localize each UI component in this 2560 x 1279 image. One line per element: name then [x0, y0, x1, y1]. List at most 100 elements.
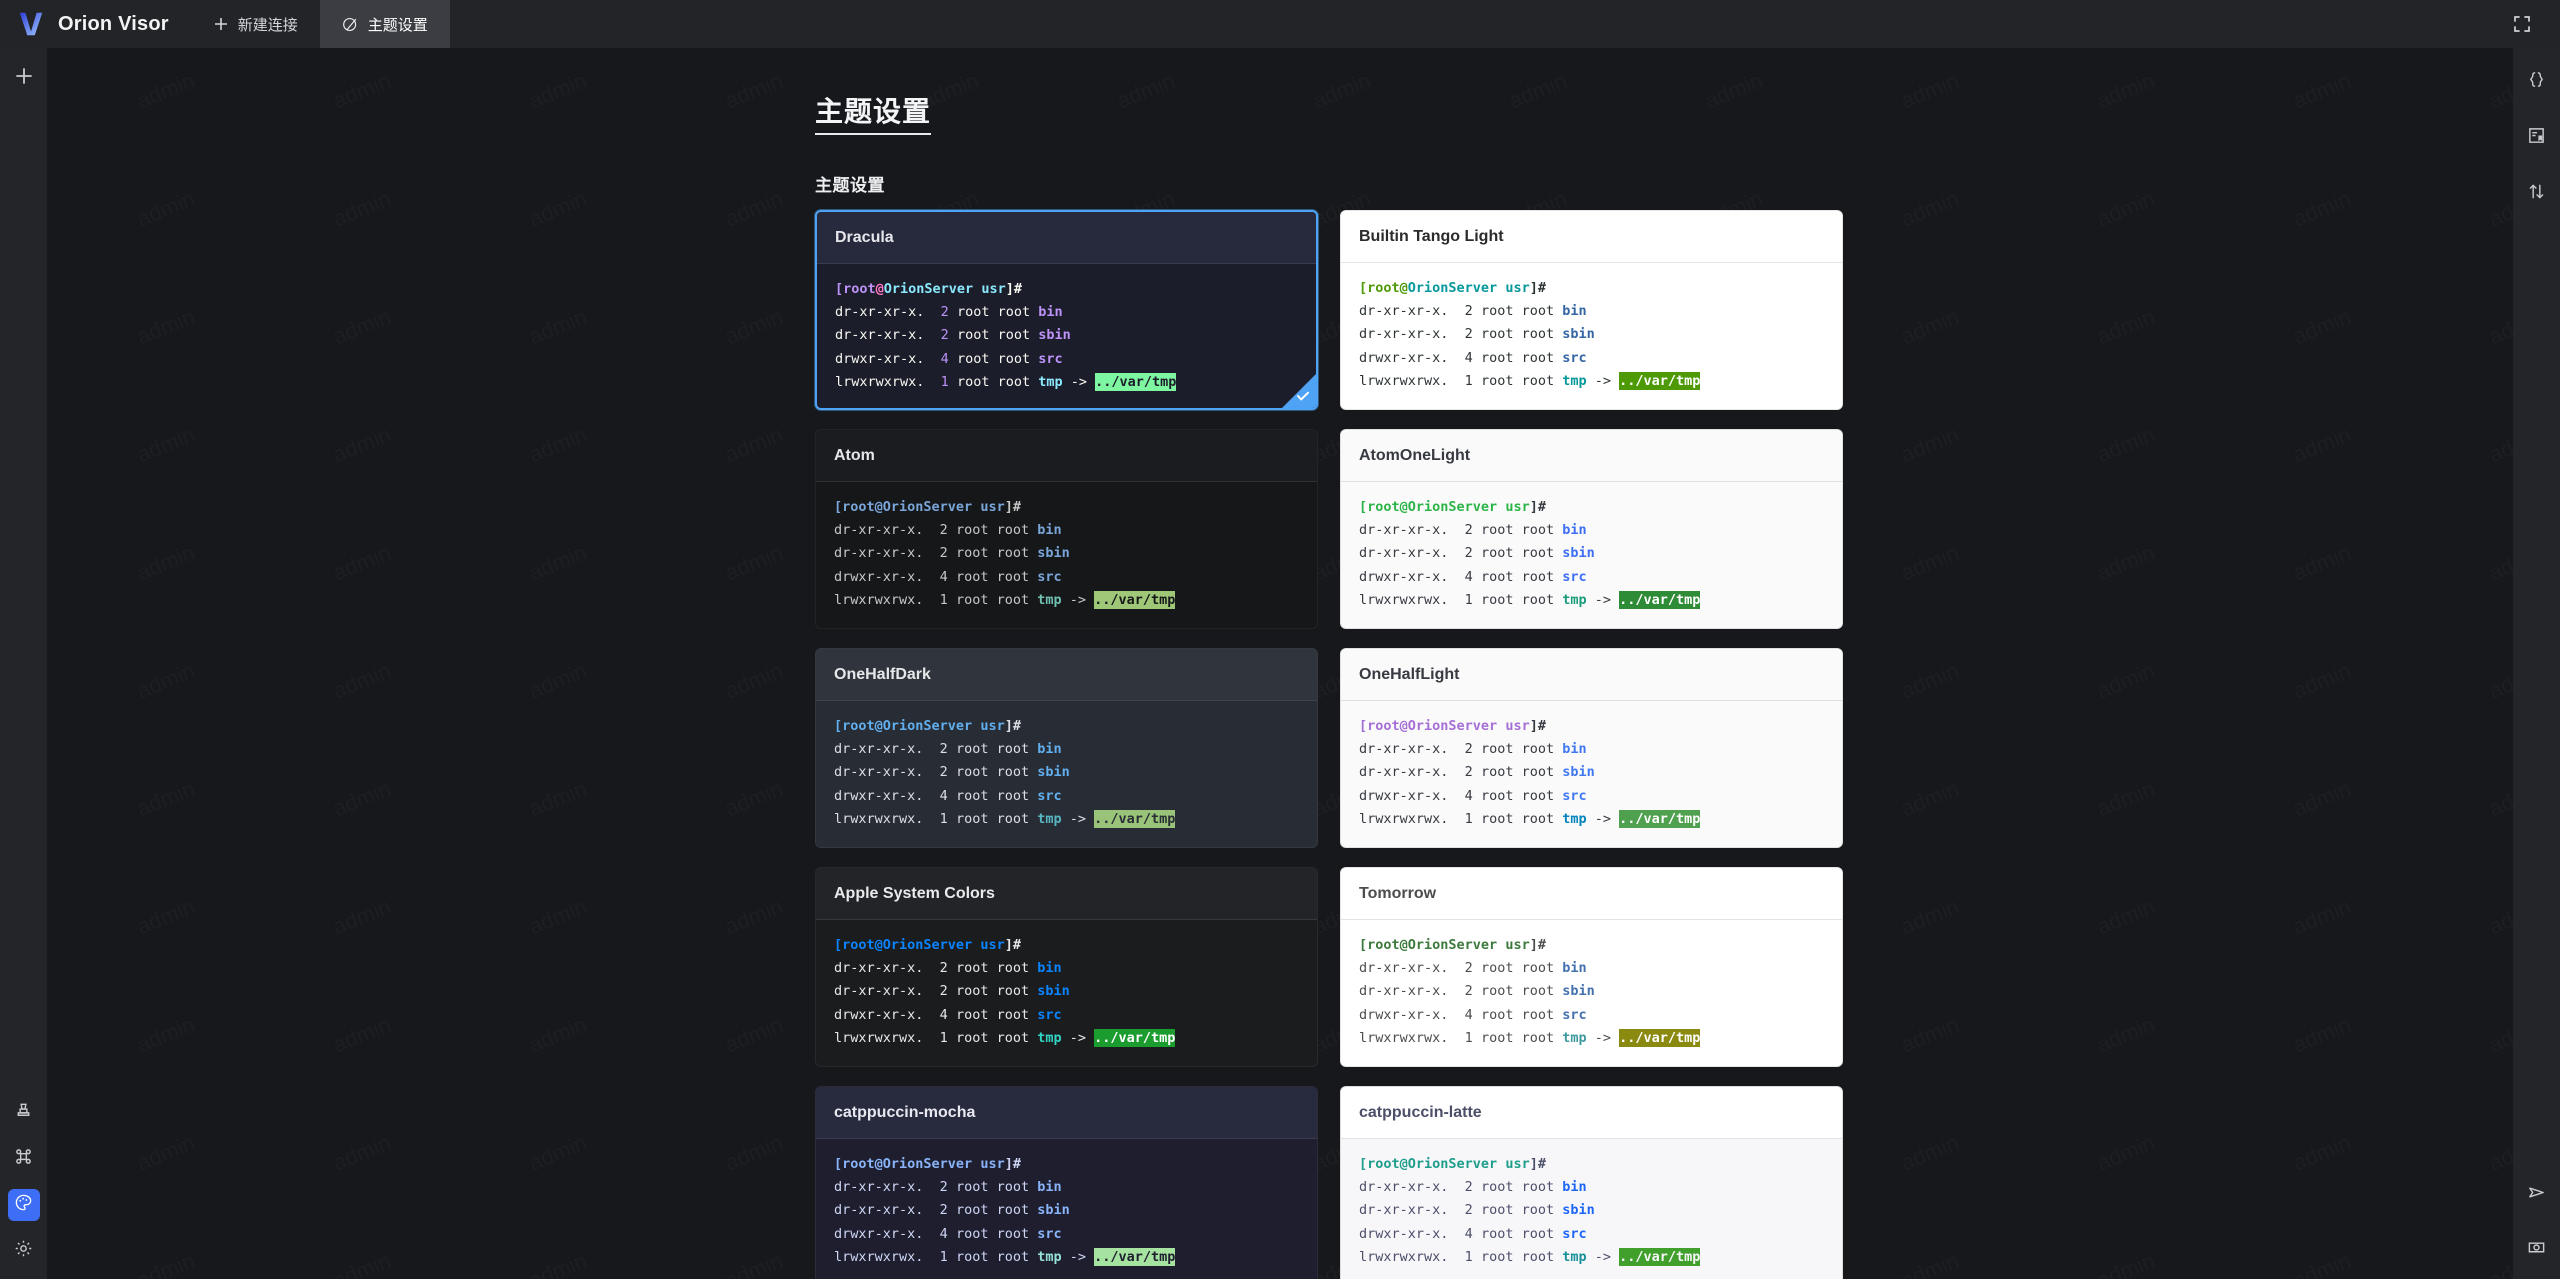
theme-terminal-preview: [root@OrionServer usr]# dr-xr-xr-x. 2 roo… — [1341, 1139, 1842, 1269]
terminal-listing-row: dr-xr-xr-x. 2 root root sbin — [835, 327, 1071, 344]
terminal-prompt-line: [root@OrionServer usr]# — [834, 718, 1021, 734]
theme-card[interactable]: Builtin Tango Light [root@OrionServer usr… — [1340, 210, 1843, 410]
theme-card[interactable]: Tomorrow [root@OrionServer usr]# dr-xr-xr-… — [1340, 867, 1843, 1067]
terminal-listing-row: dr-xr-xr-x. 2 root root sbin — [1359, 983, 1595, 1000]
camera-icon — [2527, 1237, 2546, 1261]
symlink-target: ../var/tmp — [1095, 372, 1177, 391]
theme-card[interactable]: OneHalfDark [root@OrionServer usr]# dr-xr-… — [815, 648, 1318, 848]
terminal-listing-row: drwxr-xr-x. 4 root root src — [1359, 1225, 1587, 1242]
terminal-symlink-row: lrwxrwxrwx. 1 root root tmp -> ../var/tm… — [1359, 1247, 1701, 1266]
sidebar-item-user[interactable] — [8, 1097, 40, 1129]
tab-label: 主题设置 — [367, 16, 428, 34]
section-title: 主题设置 — [815, 176, 885, 195]
brand: Orion Visor — [0, 0, 191, 48]
theme-terminal-preview: [root@OrionServer usr]# dr-xr-xr-x. 2 roo… — [816, 482, 1317, 612]
terminal-listing-row: drwxr-xr-x. 4 root root src — [1359, 568, 1587, 585]
transfer-arrows-icon — [2527, 182, 2546, 206]
sidebar-item-snippets[interactable] — [2521, 122, 2553, 154]
theme-card-grid: Dracula [root@OrionServer usr]# dr-xr-xr-x… — [815, 210, 1843, 1279]
terminal-listing-row: drwxr-xr-x. 4 root root src — [1359, 349, 1587, 366]
terminal-listing-row: dr-xr-xr-x. 2 root root bin — [1359, 522, 1587, 539]
palette-check-icon — [342, 16, 359, 33]
left-sidebar — [0, 48, 47, 1279]
main-content: 主题设置 主题设置 Dracula [root@OrionServer usr]#… — [47, 48, 2513, 1279]
terminal-prompt-line: [root@OrionServer usr]# — [1359, 280, 1546, 296]
terminal-prompt-line: [root@OrionServer usr]# — [835, 281, 1022, 297]
terminal-symlink-row: lrwxrwxrwx. 1 root root tmp -> ../var/tm… — [1359, 590, 1701, 609]
terminal-symlink-row: lrwxrwxrwx. 1 root root tmp -> ../var/tm… — [834, 1028, 1176, 1047]
terminal-symlink-row: lrwxrwxrwx. 1 root root tmp -> ../var/tm… — [1359, 809, 1701, 828]
terminal-listing-row: drwxr-xr-x. 4 root root src — [834, 787, 1062, 804]
terminal-listing-row: dr-xr-xr-x. 2 root root sbin — [1359, 545, 1595, 562]
terminal-listing-row: dr-xr-xr-x. 2 root root sbin — [1359, 764, 1595, 781]
terminal-symlink-row: lrwxrwxrwx. 1 root root tmp -> ../var/tm… — [834, 590, 1176, 609]
right-sidebar-bottom — [2521, 1179, 2553, 1279]
orion-logo-icon — [16, 9, 46, 39]
content-wrapper: 主题设置 主题设置 Dracula [root@OrionServer usr]#… — [47, 48, 2513, 1279]
symlink-target: ../var/tmp — [1094, 1028, 1176, 1047]
terminal-symlink-row: lrwxrwxrwx. 1 root root tmp -> ../var/tm… — [834, 1247, 1176, 1266]
symlink-target: ../var/tmp — [1619, 1247, 1701, 1266]
theme-card-title: OneHalfDark — [816, 649, 1317, 701]
left-sidebar-top — [8, 48, 40, 94]
sidebar-item-settings[interactable] — [8, 1235, 40, 1267]
terminal-prompt-line: [root@OrionServer usr]# — [1359, 499, 1546, 515]
theme-card[interactable]: OneHalfLight [root@OrionServer usr]# dr-xr… — [1340, 648, 1843, 848]
theme-terminal-preview: [root@OrionServer usr]# dr-xr-xr-x. 2 roo… — [816, 701, 1317, 831]
topbar-spacer — [450, 0, 2502, 48]
terminal-prompt-line: [root@OrionServer usr]# — [1359, 937, 1546, 953]
terminal-listing-row: dr-xr-xr-x. 2 root root sbin — [834, 764, 1070, 781]
command-icon — [14, 1147, 33, 1171]
tab-theme-settings[interactable]: 主题设置 — [319, 0, 450, 48]
right-sidebar-top — [2521, 48, 2553, 210]
theme-terminal-preview: [root@OrionServer usr]# dr-xr-xr-x. 2 roo… — [1341, 920, 1842, 1050]
sidebar-item-shortcuts[interactable] — [8, 1143, 40, 1175]
sidebar-item-json-panel[interactable] — [2521, 66, 2553, 98]
send-icon — [2527, 1183, 2546, 1207]
theme-terminal-preview: [root@OrionServer usr]# dr-xr-xr-x. 2 roo… — [1341, 482, 1842, 612]
theme-card[interactable]: Dracula [root@OrionServer usr]# dr-xr-xr-x… — [815, 210, 1318, 410]
terminal-listing-row: dr-xr-xr-x. 2 root root bin — [1359, 303, 1587, 320]
braces-icon — [2527, 70, 2546, 94]
terminal-listing-row: dr-xr-xr-x. 2 root root bin — [835, 304, 1063, 321]
theme-terminal-preview: [root@OrionServer usr]# dr-xr-xr-x. 2 roo… — [816, 1139, 1317, 1269]
top-bar: Orion Visor 新建连接 主题设置 — [0, 0, 2560, 48]
terminal-listing-row: dr-xr-xr-x. 2 root root bin — [1359, 1179, 1587, 1196]
selected-check-icon — [1282, 374, 1316, 408]
theme-card-title: AtomOneLight — [1341, 430, 1842, 482]
theme-card[interactable]: catppuccin-latte [root@OrionServer usr]# d… — [1340, 1086, 1843, 1279]
terminal-symlink-row: lrwxrwxrwx. 1 root root tmp -> ../var/tm… — [835, 372, 1177, 391]
theme-card[interactable]: AtomOneLight [root@OrionServer usr]# dr-xr… — [1340, 429, 1843, 629]
screenshot-button[interactable] — [2521, 1233, 2553, 1265]
sidebar-item-theme-settings[interactable] — [7, 1189, 40, 1221]
theme-card[interactable]: Apple System Colors [root@OrionServer usr… — [815, 867, 1318, 1067]
terminal-prompt-line: [root@OrionServer usr]# — [834, 499, 1021, 515]
theme-card-title: OneHalfLight — [1341, 649, 1842, 701]
terminal-prompt-line: [root@OrionServer usr]# — [834, 937, 1021, 953]
symlink-target: ../var/tmp — [1094, 809, 1176, 828]
terminal-symlink-row: lrwxrwxrwx. 1 root root tmp -> ../var/tm… — [834, 809, 1176, 828]
terminal-listing-row: drwxr-xr-x. 4 root root src — [835, 350, 1063, 367]
terminal-prompt-line: [root@OrionServer usr]# — [1359, 718, 1546, 734]
palette-icon — [14, 1193, 33, 1217]
terminal-listing-row: dr-xr-xr-x. 2 root root bin — [1359, 960, 1587, 977]
plus-icon — [15, 67, 33, 90]
terminal-listing-row: dr-xr-xr-x. 2 root root sbin — [834, 983, 1070, 1000]
theme-card[interactable]: Atom [root@OrionServer usr]# dr-xr-xr-x. 2… — [815, 429, 1318, 629]
symlink-target: ../var/tmp — [1619, 371, 1701, 390]
tab-new-connection[interactable]: 新建连接 — [191, 0, 320, 48]
terminal-listing-row: dr-xr-xr-x. 2 root root bin — [834, 1179, 1062, 1196]
symlink-target: ../var/tmp — [1094, 590, 1176, 609]
symlink-target: ../var/tmp — [1619, 1028, 1701, 1047]
sidebar-item-transfer[interactable] — [2521, 178, 2553, 210]
theme-card-title: catppuccin-latte — [1341, 1087, 1842, 1139]
symlink-target: ../var/tmp — [1619, 809, 1701, 828]
theme-card[interactable]: catppuccin-mocha [root@OrionServer usr]# d… — [815, 1086, 1318, 1279]
terminal-listing-row: drwxr-xr-x. 4 root root src — [1359, 1006, 1587, 1023]
send-command-button[interactable] — [2521, 1179, 2553, 1211]
sidebar-new-connection-button[interactable] — [8, 62, 40, 94]
page-title: 主题设置 — [815, 90, 932, 135]
fullscreen-icon[interactable] — [2502, 4, 2542, 44]
theme-card-title: Atom — [816, 430, 1317, 482]
terminal-prompt-line: [root@OrionServer usr]# — [1359, 1156, 1546, 1172]
